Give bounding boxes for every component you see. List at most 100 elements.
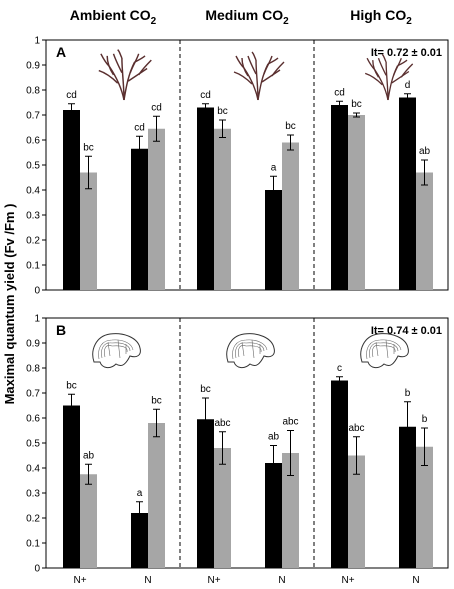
alga-outline (226, 333, 275, 369)
significance-letter: abc (282, 417, 298, 428)
significance-letter: b (422, 414, 428, 425)
alga-texture (241, 339, 261, 359)
seaweed-branch (117, 49, 123, 59)
bar-s1-c1 (148, 128, 165, 290)
significance-letter: cd (134, 122, 145, 133)
seaweed-branch (397, 59, 408, 67)
y-tick-label: 0.2 (26, 236, 40, 247)
significance-letter: bc (83, 142, 94, 153)
significance-letter: bc (66, 380, 77, 391)
significance-letter: a (137, 488, 143, 499)
bar-s1-c2 (214, 128, 231, 290)
seaweed-branch (134, 55, 146, 63)
significance-letter: cd (66, 90, 77, 101)
alga-growth-line (101, 342, 131, 359)
seaweed-branch (106, 55, 115, 76)
y-tick-label: 0.2 (26, 514, 40, 525)
significance-letter: c (337, 363, 342, 374)
y-tick-label: 0.7 (26, 111, 40, 122)
significance-letter: abc (348, 423, 364, 434)
y-tick-label: 0.8 (26, 364, 40, 375)
seaweed-branch (247, 55, 257, 75)
seaweed-illustration-1 (233, 51, 285, 101)
seaweed-branch (127, 67, 148, 82)
significance-letter: cd (151, 102, 162, 113)
column-headers: Ambient CO2 Medium CO2 High CO2 (70, 7, 412, 27)
y-tick-label: 1 (34, 36, 40, 47)
seaweed-branch (385, 61, 389, 101)
seaweed-branch (112, 53, 123, 74)
panel-b: 00.10.20.30.40.50.60.70.80.91bcabcabcbab… (26, 314, 449, 575)
seaweed-illustration-0 (98, 49, 152, 101)
y-tick-label: 0.9 (26, 61, 40, 72)
significance-letter: bc (351, 99, 362, 110)
significance-letter: ab (419, 146, 431, 157)
y-tick-label: 0 (34, 286, 40, 297)
plot-frame (45, 39, 449, 291)
seaweed-branch (391, 70, 410, 84)
bar-s0-c1 (131, 148, 148, 290)
column-header-0: Ambient CO2 (70, 7, 157, 27)
x-tick-label: N+ (341, 575, 354, 586)
alga-growth-line (369, 342, 399, 359)
bar-s0-c3 (265, 463, 282, 568)
bar-s0-c5 (399, 97, 416, 290)
alga-growth-line (372, 345, 396, 358)
bar-s1-c5 (416, 172, 433, 290)
significance-letter: cd (200, 90, 211, 101)
bar-s1-c4 (348, 115, 365, 290)
alga-texture (375, 339, 395, 359)
y-tick-label: 0.9 (26, 339, 40, 350)
y-tick-label: 0.6 (26, 136, 40, 147)
alga-growth-line (98, 339, 134, 360)
seaweed-branch (271, 61, 285, 77)
alga-outline (360, 333, 409, 369)
y-tick-label: 0.3 (26, 489, 40, 500)
alga-illustration-1 (226, 333, 275, 369)
seaweed-branch (251, 51, 257, 61)
significance-letter: d (405, 80, 411, 91)
alga-outline (92, 333, 141, 369)
column-header-1: Medium CO2 (205, 7, 289, 27)
y-tick-label: 1 (34, 314, 40, 325)
bar-s1-c1 (148, 423, 165, 568)
x-tick-label: N (412, 575, 419, 586)
significance-letter: bc (285, 121, 296, 132)
seaweed-branch (241, 57, 249, 77)
bar-s1-c5 (416, 446, 433, 568)
bar-s0-c0 (63, 110, 80, 290)
bar-s1-c3 (282, 142, 299, 290)
bar-s0-c3 (265, 190, 282, 290)
panel-a: 00.10.20.30.40.50.60.70.80.91cdcdcdacddb… (26, 36, 449, 297)
bar-s0-c1 (131, 513, 148, 568)
bar-s0-c4 (331, 105, 348, 290)
y-axis-title: Maximal quantum yield (Fv /Fm ) (2, 204, 17, 405)
alga-texture (107, 339, 127, 359)
seaweed-branch (98, 69, 119, 84)
column-header-2: High CO2 (350, 7, 412, 27)
seaweed-branch (255, 59, 259, 101)
significance-letter: cd (334, 87, 345, 98)
significance-letter: bc (217, 106, 228, 117)
bar-s1-c3 (282, 453, 299, 568)
alga-growth-line (366, 339, 402, 360)
alga-illustration-0 (92, 333, 141, 369)
y-tick-label: 0.4 (26, 186, 40, 197)
significance-letter: bc (151, 395, 162, 406)
significance-letter: a (271, 162, 277, 173)
bar-s0-c2 (197, 107, 214, 290)
y-tick-label: 0.5 (26, 161, 40, 172)
y-tick-label: 0.5 (26, 439, 40, 450)
seaweed-branch (267, 57, 279, 65)
bar-s0-c2 (197, 419, 214, 568)
alga-illustration-2 (360, 333, 409, 369)
y-tick-label: 0.7 (26, 389, 40, 400)
seaweed-branch (261, 69, 281, 83)
x-axis-labels: N+ N N+ N N+ N (73, 575, 419, 586)
significance-letter: abc (214, 418, 230, 429)
alga-growth-line (238, 345, 262, 358)
significance-letter: bc (200, 384, 211, 395)
bar-s0-c5 (399, 426, 416, 568)
alga-growth-line (232, 339, 268, 360)
